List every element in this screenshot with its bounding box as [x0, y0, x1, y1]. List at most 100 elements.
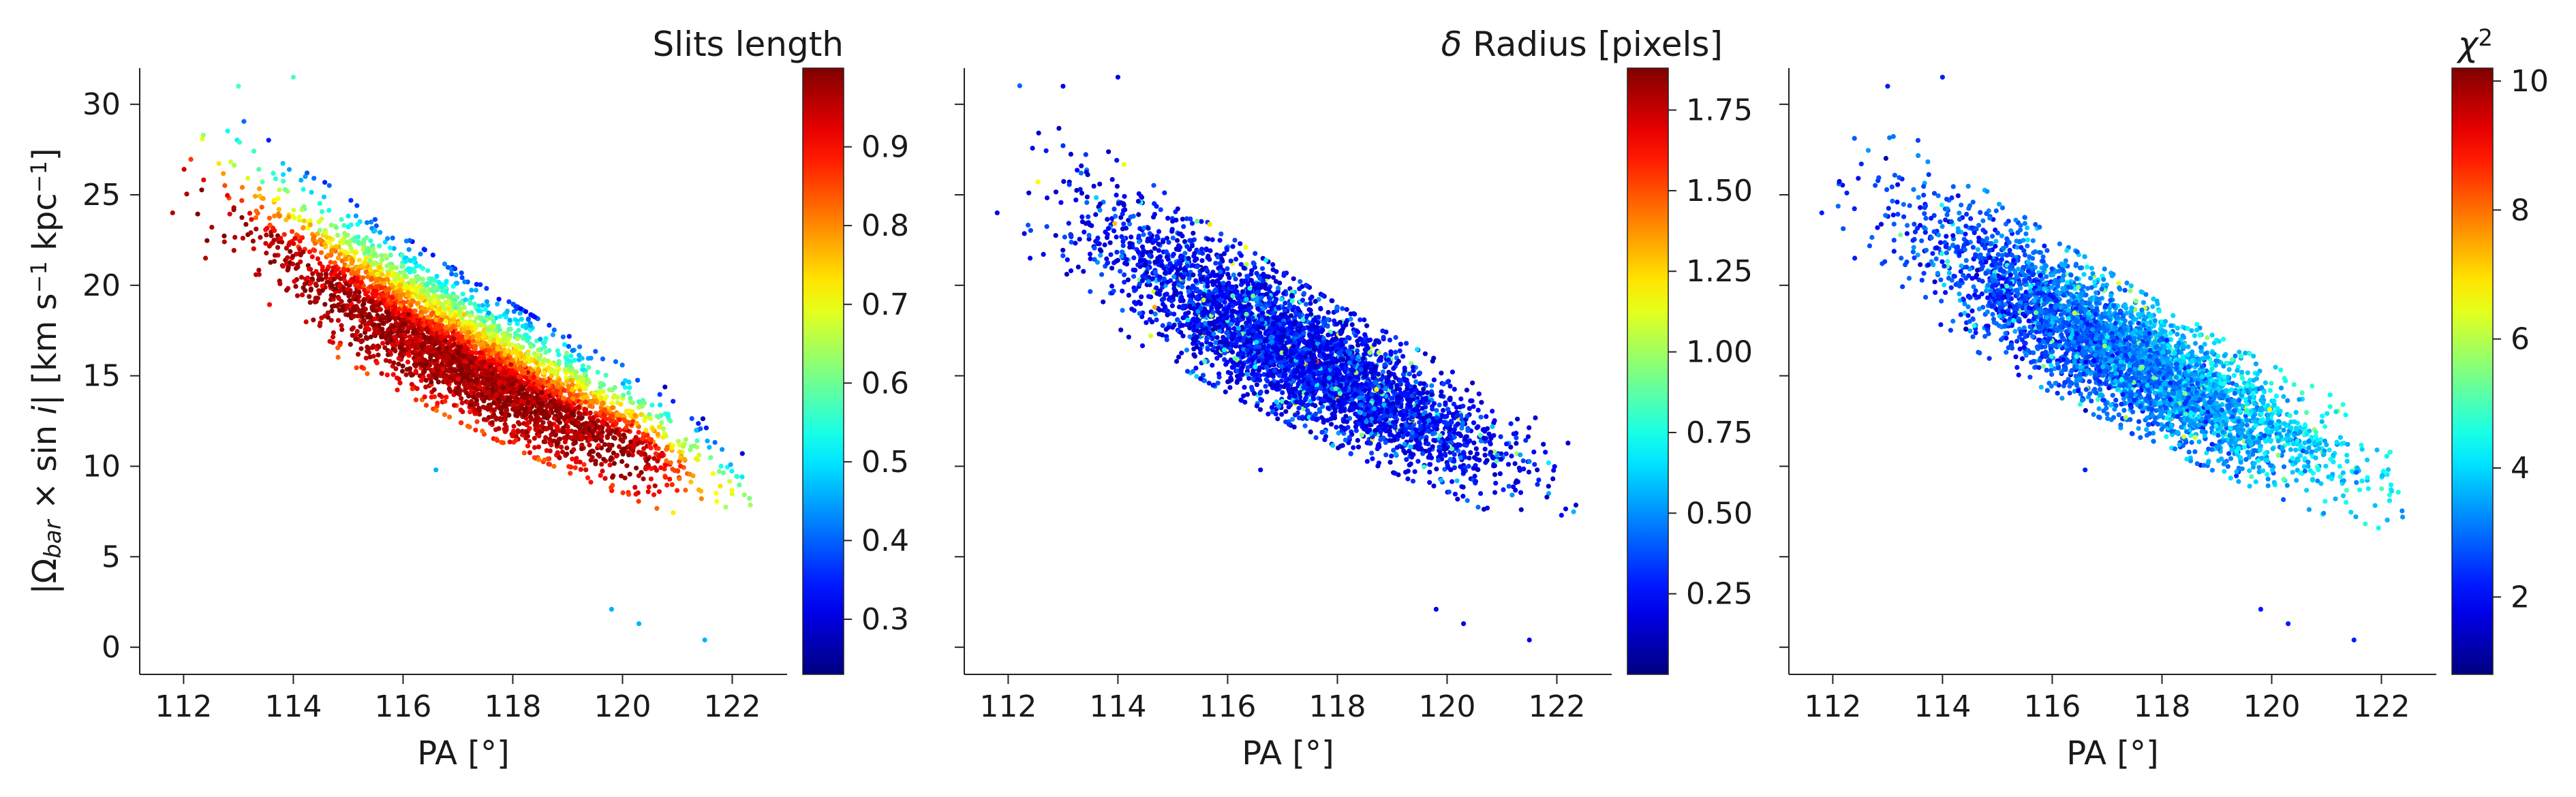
- scatter-point: [658, 402, 663, 408]
- scatter-point: [286, 167, 292, 172]
- scatter-point: [462, 379, 467, 384]
- scatter-point: [564, 446, 570, 451]
- scatter-point: [309, 254, 315, 260]
- scatter-point: [339, 217, 344, 222]
- scatter-point: [329, 308, 335, 313]
- scatter-point: [551, 416, 557, 421]
- scatter-point: [271, 237, 277, 243]
- scatter-point: [480, 380, 486, 386]
- scatter-point: [423, 339, 429, 345]
- scatter-point: [510, 368, 516, 374]
- scatter-point: [416, 294, 422, 300]
- scatter-point: [602, 442, 608, 448]
- scatter-point: [700, 416, 706, 422]
- scatter-point: [434, 285, 440, 290]
- scatter-point: [266, 138, 271, 143]
- x-tick-label: 122: [703, 689, 761, 724]
- scatter-point: [587, 437, 593, 442]
- scatter-point: [576, 404, 581, 409]
- scatter-point: [292, 236, 298, 241]
- scatter-point: [322, 302, 328, 307]
- scatter-point: [307, 300, 313, 305]
- scatter-point: [739, 451, 745, 456]
- scatter-point: [1308, 300, 1313, 306]
- scatter-point: [332, 260, 337, 266]
- scatter-point: [417, 351, 423, 357]
- scatter-point: [376, 322, 382, 328]
- scatter-point: [407, 269, 413, 275]
- scatter-point: [667, 476, 673, 482]
- scatter-point: [566, 464, 572, 469]
- scatter-point: [384, 263, 390, 268]
- scatter-point: [502, 370, 508, 375]
- scatter-point: [571, 447, 577, 452]
- scatter-point: [536, 457, 542, 463]
- scatter-point: [662, 463, 669, 468]
- scatter-point: [734, 473, 739, 479]
- scatter-point: [382, 281, 387, 286]
- scatter-point: [621, 433, 626, 438]
- scatter-point: [442, 261, 448, 267]
- scatter-point: [465, 339, 472, 345]
- scatter-point: [446, 354, 451, 360]
- scatter-point: [301, 249, 306, 255]
- scatter-point: [442, 338, 448, 343]
- scatter-point: [564, 419, 570, 424]
- scatter-point: [650, 426, 656, 432]
- scatter-point: [723, 504, 729, 510]
- scatter-point: [555, 450, 560, 456]
- scatter-point: [401, 347, 406, 353]
- scatter-point: [596, 392, 602, 397]
- scatter-point: [630, 409, 635, 415]
- y-tick-label: 5: [102, 540, 121, 574]
- scatter-point: [517, 311, 523, 316]
- scatter-point: [608, 387, 613, 392]
- scatter-point: [451, 341, 457, 347]
- scatter-point: [543, 349, 549, 355]
- scatter-point: [510, 407, 516, 412]
- scatter-point: [379, 253, 384, 258]
- scatter-point: [587, 403, 593, 409]
- scatter-point: [428, 344, 433, 349]
- scatter-point: [1546, 484, 1551, 489]
- scatter-point: [501, 330, 506, 336]
- scatter-point: [273, 176, 278, 182]
- scatter-point: [201, 177, 206, 183]
- scatter-point: [504, 309, 510, 314]
- scatter-point: [360, 307, 365, 313]
- scatter-point: [587, 422, 593, 427]
- scatter-point: [530, 313, 536, 319]
- scatter-point: [648, 476, 654, 482]
- scatter-point: [406, 247, 412, 252]
- scatter-point: [639, 470, 644, 475]
- scatter-point: [613, 421, 619, 426]
- scatter-point: [473, 369, 479, 375]
- scatter-point: [414, 313, 419, 319]
- scatter-point: [365, 249, 371, 254]
- scatter-point: [457, 388, 462, 394]
- scatter-point: [561, 407, 566, 413]
- scatter-point: [619, 458, 625, 465]
- scatter-point: [671, 398, 676, 404]
- scatter-point: [472, 301, 477, 307]
- scatter-point: [739, 474, 745, 480]
- scatter-point: [620, 490, 626, 496]
- scatter-point: [588, 480, 594, 485]
- scatter-point: [466, 330, 472, 335]
- scatter-point: [249, 217, 254, 222]
- scatter-point: [595, 418, 601, 424]
- scatter-point: [286, 242, 292, 248]
- scatter-point: [329, 283, 335, 290]
- scatter-point: [486, 358, 491, 364]
- scatter-point: [497, 366, 502, 371]
- scatter-point: [729, 488, 735, 493]
- scatter-point: [469, 294, 475, 300]
- scatter-point: [523, 309, 529, 315]
- scatter-point: [377, 264, 382, 270]
- scatter-point: [504, 407, 509, 413]
- scatter-point: [311, 236, 316, 242]
- scatter-point: [538, 417, 543, 423]
- scatter-point: [319, 209, 325, 215]
- scatter-point: [502, 417, 508, 422]
